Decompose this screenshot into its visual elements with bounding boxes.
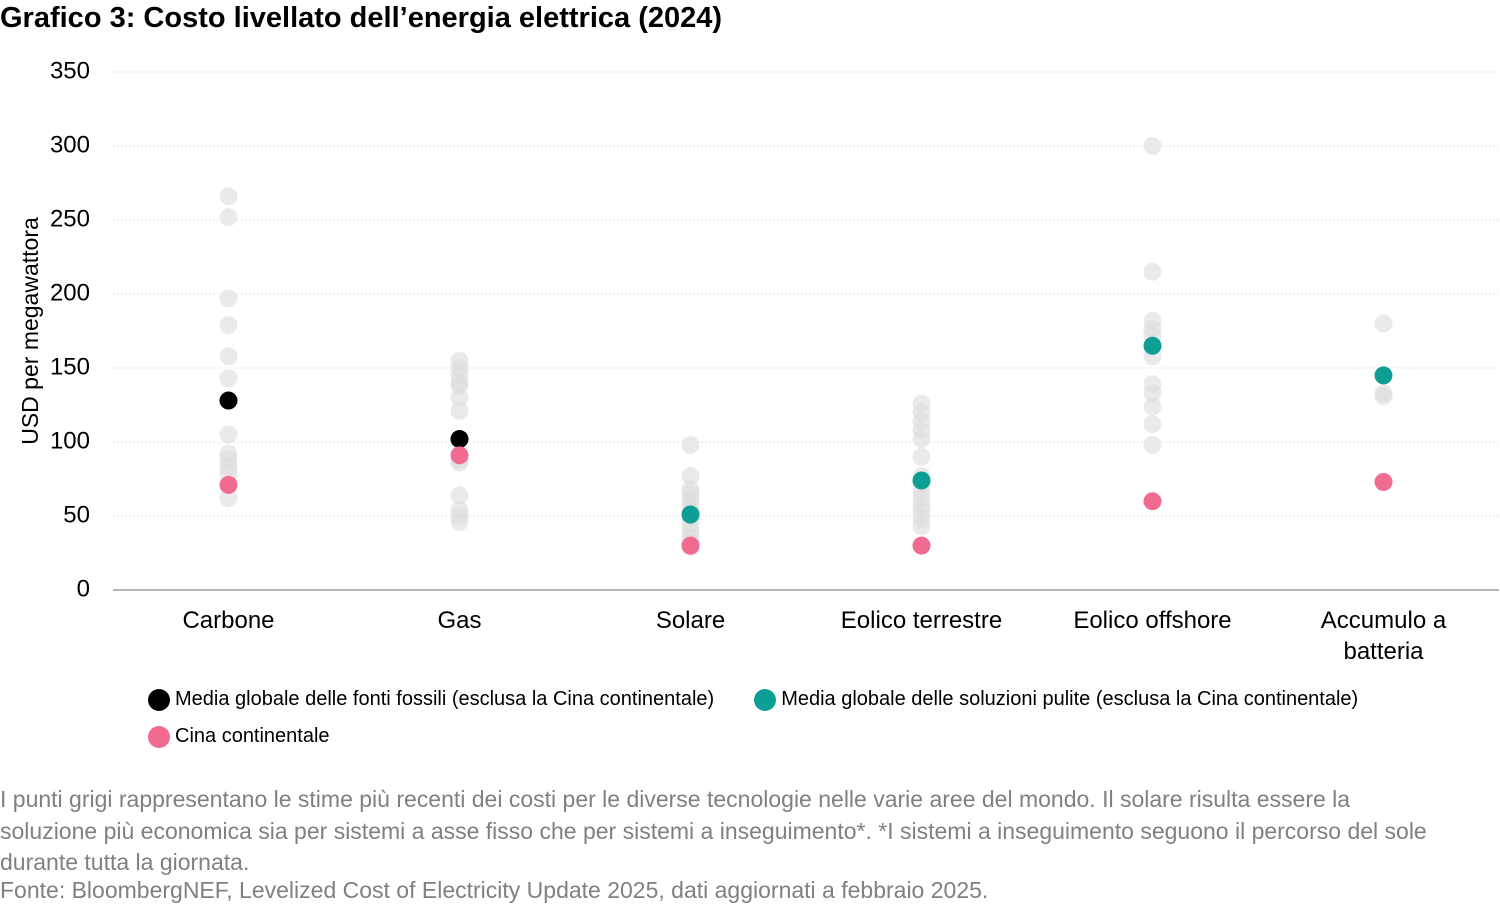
source: Fonte: BloombergNEF, Levelized Cost of E… <box>0 877 989 903</box>
estimate-point <box>219 369 238 388</box>
estimate-point <box>681 467 700 486</box>
estimate-point <box>219 347 238 366</box>
legend-item: Media globale delle fonti fossili (esclu… <box>148 688 714 711</box>
y-tick-label: 150 <box>50 353 90 380</box>
series-point <box>1143 336 1162 355</box>
y-tick-label: 350 <box>50 57 90 84</box>
estimate-point <box>219 289 238 308</box>
y-tick-label: 0 <box>77 575 90 602</box>
y-tick-label: 200 <box>50 279 90 306</box>
legend-swatch <box>148 725 170 748</box>
x-tick-label: Solare <box>655 607 726 634</box>
estimate-point <box>912 430 931 449</box>
legend-label: Media globale delle fonti fossili (esclu… <box>175 688 715 710</box>
y-tick-label: 250 <box>50 205 90 232</box>
estimate-point <box>1143 384 1162 403</box>
chart: USD per megawattora 0 50 100 150 200 250 300 35… <box>17 57 1499 602</box>
estimate-point <box>1143 137 1162 155</box>
estimate-point <box>219 489 238 508</box>
y-tick-label: 100 <box>50 427 90 454</box>
estimate-point <box>1374 314 1393 333</box>
estimate-point <box>450 486 469 505</box>
x-tick-label: Gas <box>437 607 482 634</box>
legend-item: Cina continentale <box>148 725 330 748</box>
estimate-point <box>912 447 931 466</box>
series-point <box>681 536 700 555</box>
series-point <box>1374 472 1393 491</box>
series-point <box>450 430 469 449</box>
estimate-point <box>219 316 238 335</box>
estimate-point <box>1143 262 1162 281</box>
estimate-point <box>219 208 238 227</box>
series-point <box>219 475 238 494</box>
estimate-point <box>219 425 238 444</box>
chart-title: Grafico 3: Costo livellato dell’energia … <box>0 2 723 34</box>
estimate-point <box>1143 415 1162 434</box>
note: I punti grigi rappresentano le stime più… <box>0 786 1427 875</box>
y-axis-label: USD per megawattora <box>17 217 43 445</box>
series-point <box>912 471 931 490</box>
series-point <box>912 536 931 555</box>
series-point <box>1143 492 1162 511</box>
legend-label: Cina continentale <box>175 725 330 747</box>
estimate-point <box>450 401 469 420</box>
legend: Media globale delle fonti fossili (esclu… <box>148 688 1468 748</box>
legend-swatch <box>148 688 170 711</box>
estimate-point <box>681 435 700 454</box>
x-tick-label: Eolico terrestre <box>840 607 1003 634</box>
x-tick-label: Carbone <box>182 607 275 634</box>
legend-item: Media globale delle soluzioni pulite (es… <box>754 688 1358 711</box>
series-point <box>450 446 469 465</box>
y-tick-label: 300 <box>50 131 90 158</box>
legend-swatch <box>754 688 777 711</box>
estimate-point <box>219 187 238 206</box>
y-tick-label: 50 <box>63 501 90 528</box>
series-point <box>219 391 238 410</box>
estimate-point <box>450 388 469 407</box>
series-point <box>1374 366 1393 385</box>
x-tick-label: Eolico offshore <box>1073 607 1232 634</box>
legend-label: Media globale delle soluzioni pulite (es… <box>781 688 1359 710</box>
series-point <box>681 505 700 524</box>
estimate-point <box>1143 397 1162 416</box>
x-tick-label: Accumulo a batteria <box>1320 607 1447 665</box>
estimate-point <box>450 512 469 531</box>
estimate-point <box>912 517 931 536</box>
estimate-point <box>1374 387 1393 406</box>
estimate-point <box>1143 435 1162 454</box>
